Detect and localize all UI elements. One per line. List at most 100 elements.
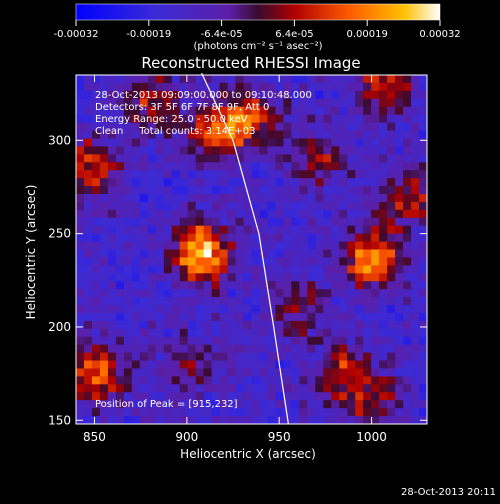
- heatmap-cell: [395, 130, 404, 139]
- heatmap-cell: [347, 75, 356, 84]
- heatmap-cell: [299, 368, 308, 377]
- heatmap-cell: [379, 368, 388, 377]
- heatmap-cell: [203, 154, 213, 163]
- heatmap-cell: [387, 186, 396, 195]
- heatmap-cell: [123, 114, 133, 123]
- heatmap-cell: [131, 186, 141, 195]
- heatmap-cell: [283, 233, 292, 242]
- heatmap-cell: [259, 201, 268, 211]
- heatmap-cell: [115, 320, 125, 330]
- heatmap-cell: [331, 209, 340, 219]
- heatmap-cell: [155, 289, 165, 298]
- heatmap-cell: [203, 328, 213, 338]
- heatmap-cell: [147, 209, 157, 219]
- heatmap-cell: [275, 233, 284, 242]
- heatmap-cell: [235, 82, 244, 92]
- heatmap-cell: [379, 90, 388, 100]
- heatmap-cell: [267, 146, 276, 155]
- heatmap-cell: [387, 400, 396, 409]
- heatmap-cell: [387, 162, 396, 171]
- heatmap-cell: [131, 241, 141, 250]
- heatmap-cell: [227, 416, 236, 424]
- heatmap-cell: [76, 209, 85, 219]
- heatmap-cell: [355, 201, 364, 211]
- heatmap-cell: [347, 305, 356, 314]
- heatmap-cell: [275, 408, 284, 417]
- heatmap-cell: [139, 408, 149, 417]
- heatmap-cell: [155, 344, 165, 354]
- heatmap-cell: [211, 186, 220, 195]
- heatmap-cell: [147, 225, 157, 235]
- heatmap-cell: [179, 138, 189, 147]
- heatmap-cell: [211, 328, 220, 338]
- heatmap-cell: [323, 368, 332, 377]
- heatmap-cell: [131, 368, 141, 377]
- heatmap-cell: [235, 297, 244, 306]
- heatmap-cell: [76, 336, 85, 346]
- heatmap-cell: [139, 233, 149, 242]
- heatmap-cell: [363, 154, 372, 163]
- heatmap-cell: [251, 201, 260, 211]
- heatmap-cell: [363, 281, 372, 290]
- heatmap-cell: [267, 344, 276, 354]
- heatmap-cell: [91, 368, 101, 377]
- heatmap-cell: [179, 257, 189, 266]
- heatmap-cell: [275, 225, 284, 235]
- heatmap-cell: [171, 376, 181, 385]
- heatmap-cell: [411, 90, 420, 100]
- heatmap-cell: [411, 376, 420, 385]
- heatmap-cell: [411, 336, 420, 346]
- heatmap-cell: [179, 146, 189, 155]
- heatmap-cell: [331, 305, 340, 314]
- heatmap-cell: [219, 138, 228, 147]
- heatmap-cell: [403, 273, 412, 282]
- heatmap-cell: [76, 384, 85, 393]
- heatmap-cell: [203, 90, 213, 100]
- heatmap-cell: [163, 82, 173, 92]
- heatmap-cell: [211, 82, 220, 92]
- heatmap-cell: [99, 305, 109, 314]
- heatmap-cell: [139, 225, 149, 235]
- heatmap-cell: [99, 178, 109, 187]
- heatmap-cell: [347, 289, 356, 298]
- heatmap-cell: [195, 75, 205, 84]
- heatmap-cell: [275, 376, 284, 385]
- heatmap-cell: [107, 241, 117, 250]
- heatmap-cell: [227, 130, 236, 139]
- heatmap-cell: [195, 82, 205, 92]
- heatmap-cell: [315, 193, 324, 203]
- heatmap-cell: [179, 352, 189, 361]
- colorbar-ticks: -0.00032 -0.00019 -6.4e-05 6.4e-05 0.00019 0.…: [54, 20, 461, 40]
- heatmap-cell: [107, 233, 117, 242]
- heatmap-cell: [411, 201, 420, 211]
- heatmap-cell: [155, 400, 165, 409]
- heatmap-cell: [259, 209, 268, 219]
- heatmap-cell: [83, 344, 93, 354]
- heatmap-cell: [323, 376, 332, 385]
- heatmap-cell: [283, 209, 292, 219]
- heatmap-cell: [123, 265, 133, 274]
- heatmap-cell: [403, 344, 412, 354]
- heatmap-cell: [251, 154, 260, 163]
- heatmap-cell: [91, 82, 101, 92]
- heatmap-cell: [299, 273, 308, 282]
- heatmap-cell: [163, 408, 173, 417]
- heatmap-cell: [275, 320, 284, 330]
- heatmap-cell: [283, 186, 292, 195]
- heatmap-cell: [419, 201, 427, 211]
- heatmap-cell: [339, 98, 348, 108]
- heatmap-cell: [331, 201, 340, 211]
- heatmap-cell: [76, 392, 85, 401]
- heatmap-cell: [339, 106, 348, 116]
- heatmap-cell: [347, 360, 356, 369]
- heatmap-cell: [147, 162, 157, 171]
- heatmap-cell: [347, 146, 356, 155]
- heatmap-cell: [123, 400, 133, 409]
- heatmap-cell: [83, 241, 93, 250]
- heatmap-cell: [115, 273, 125, 282]
- heatmap-cell: [155, 384, 165, 393]
- heatmap-cell: [243, 384, 252, 393]
- heatmap-cell: [211, 320, 220, 330]
- heatmap-cell: [195, 273, 205, 282]
- heatmap-cell: [243, 114, 252, 123]
